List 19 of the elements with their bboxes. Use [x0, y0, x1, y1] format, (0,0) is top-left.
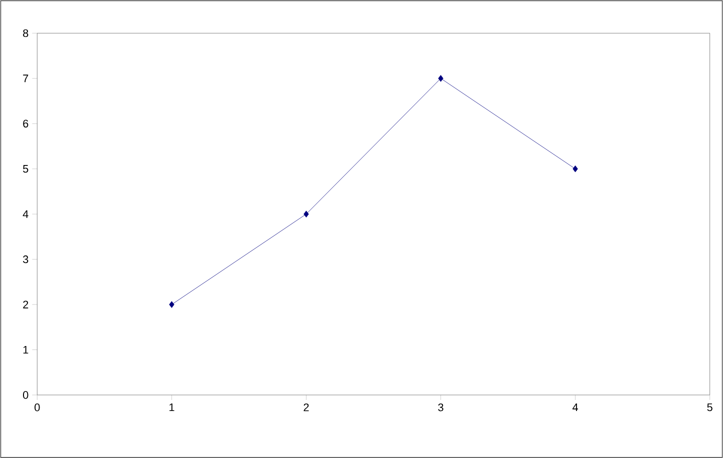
y-tick-label: 6 — [23, 120, 28, 128]
x-tick-label: 2 — [304, 403, 309, 412]
point — [169, 301, 174, 308]
x-tick-label: 1 — [169, 403, 174, 411]
x-tick-label: 0 — [34, 403, 40, 412]
y-tick-label: 4 — [22, 210, 28, 218]
y-tick-label: 7 — [23, 74, 28, 82]
y-tick-label: 1 — [23, 346, 28, 354]
y-tick-label: 2 — [23, 300, 28, 308]
y-tick-label: 8 — [23, 29, 28, 37]
y-tick-label: 3 — [22, 255, 28, 264]
x-tick-label: 3 — [438, 403, 444, 412]
x-tick-label: 4 — [572, 403, 578, 411]
x-tick-label: 5 — [707, 403, 712, 412]
y-tick-label: 0 — [22, 391, 28, 399]
point — [438, 74, 444, 82]
point — [572, 165, 578, 172]
point — [304, 210, 309, 218]
y-tick-label: 5 — [23, 164, 28, 173]
